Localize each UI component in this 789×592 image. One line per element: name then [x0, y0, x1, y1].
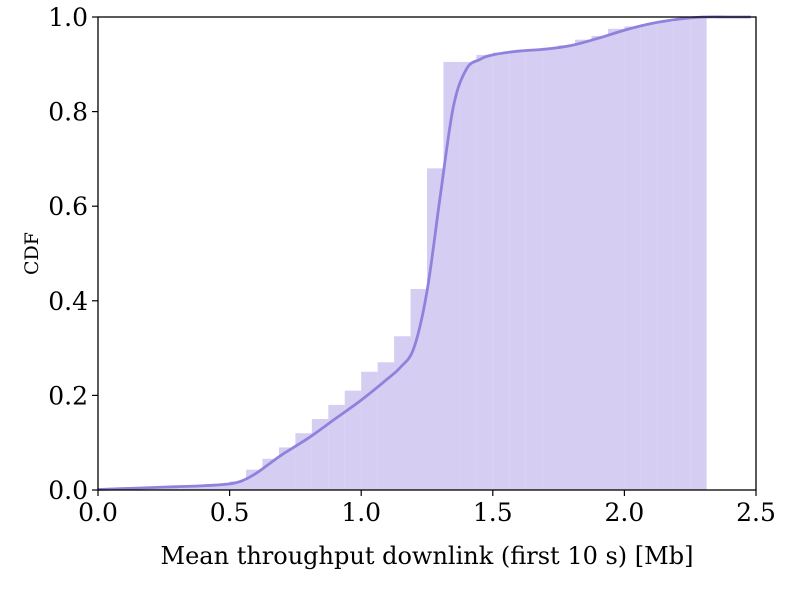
histogram-bar: [311, 419, 329, 490]
histogram-bar: [246, 469, 263, 490]
y-tick-label: 0.2: [48, 381, 88, 410]
histogram-bar: [377, 362, 395, 490]
histogram-bar: [427, 168, 444, 491]
histogram-bar: [640, 24, 658, 490]
histogram-bar: [163, 486, 181, 490]
histogram-bar: [361, 371, 378, 490]
histogram-bar: [657, 21, 674, 490]
x-axis-title: Mean throughput downlink (first 10 s) [M…: [161, 542, 694, 570]
kde-cdf-line: [97, 15, 751, 491]
histogram-bar: [509, 51, 526, 490]
y-tick-label: 0.4: [48, 287, 88, 316]
histogram-bar: [229, 481, 247, 490]
x-tick-label: 2.5: [736, 498, 776, 527]
y-tick-label: 0.8: [48, 98, 88, 127]
histogram-bars: [98, 17, 707, 491]
histogram-bar: [344, 390, 362, 490]
x-tick-label: 1.0: [341, 498, 381, 527]
y-tick-label: 0.0: [48, 476, 88, 505]
histogram-bar: [476, 54, 493, 491]
histogram-bar: [278, 447, 296, 490]
histogram-bar: [213, 485, 230, 490]
histogram-bar: [295, 433, 312, 490]
x-tick-label: 1.5: [473, 498, 513, 527]
histogram-bar: [394, 336, 411, 490]
histogram-bar: [607, 28, 625, 490]
histogram-bar: [443, 61, 460, 491]
histogram-bar: [492, 52, 510, 490]
histogram-bar: [410, 288, 427, 490]
x-tick-label: 2.0: [605, 498, 645, 527]
histogram-bar: [591, 35, 608, 491]
y-tick-label: 0.6: [48, 192, 88, 221]
histogram-bar: [690, 17, 707, 490]
histogram-bar: [542, 47, 559, 491]
x-tick-label: 0.5: [210, 498, 250, 527]
plot-frame: [97, 16, 757, 491]
histogram-bar: [558, 45, 576, 490]
histogram-bar: [459, 61, 477, 491]
histogram-bar: [180, 486, 197, 490]
histogram-bar: [525, 50, 543, 491]
y-axis-title: CDF: [21, 232, 43, 275]
histogram-bar: [624, 26, 641, 491]
y-axis-ticks: 0.0 0.2 0.4 0.6 0.8 1.0: [48, 3, 98, 505]
kde-cdf-line-layer: [97, 15, 751, 491]
histogram-bar: [328, 404, 345, 490]
x-tick-label: 0.0: [78, 498, 118, 527]
histogram-bar: [673, 19, 691, 491]
histogram-bar: [575, 39, 592, 490]
histogram-bar: [196, 485, 214, 490]
x-axis-ticks: 0.0 0.5 1.0 1.5 2.0 2.5: [78, 490, 776, 527]
y-tick-label: 1.0: [48, 3, 88, 32]
